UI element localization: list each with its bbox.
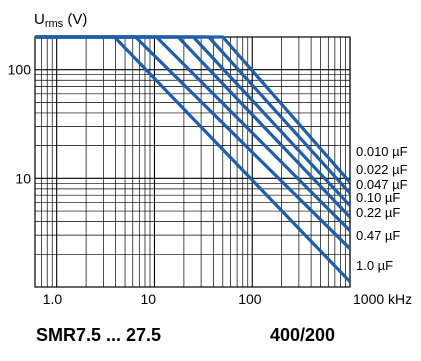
voltage-rating-label: 400/200	[270, 325, 336, 345]
series-line-1	[35, 35, 352, 184]
y-label-subscript: rms	[45, 18, 64, 30]
y-label-unit: (V)	[63, 11, 87, 28]
series-range-label: SMR7.5 ... 27.5	[36, 325, 162, 345]
series-label-2: 0.022 µF	[356, 162, 408, 177]
y-tick-label: 10	[15, 170, 31, 186]
series-label-6: 0.47 µF	[356, 228, 400, 243]
series-lines	[35, 35, 352, 283]
tick-labels: 1.0 10 100 1000 kHz 10 100	[8, 62, 413, 307]
series-label-3: 0.047 µF	[356, 177, 408, 192]
series-label-4: 0.10 µF	[356, 190, 400, 205]
series-line-3	[35, 35, 352, 207]
series-line-7	[35, 35, 352, 283]
x-tick-label: 10	[140, 291, 156, 307]
x-tick-label: 1.0	[43, 291, 63, 307]
y-axis-label: Urms (V)	[34, 11, 87, 30]
series-label-7: 1.0 µF	[356, 258, 393, 273]
y-label-main: U	[34, 11, 45, 28]
series-labels: 0.010 µF 0.022 µF0.047 µF0.10 µF0.22 µF 0.…	[356, 144, 408, 273]
series-label-5: 0.22 µF	[356, 205, 400, 220]
x-tick-label: 100	[238, 291, 262, 307]
series-label-1: 0.010 µF	[356, 144, 408, 159]
y-tick-label: 100	[8, 62, 32, 78]
x-tick-label: 1000 kHz	[353, 291, 412, 307]
